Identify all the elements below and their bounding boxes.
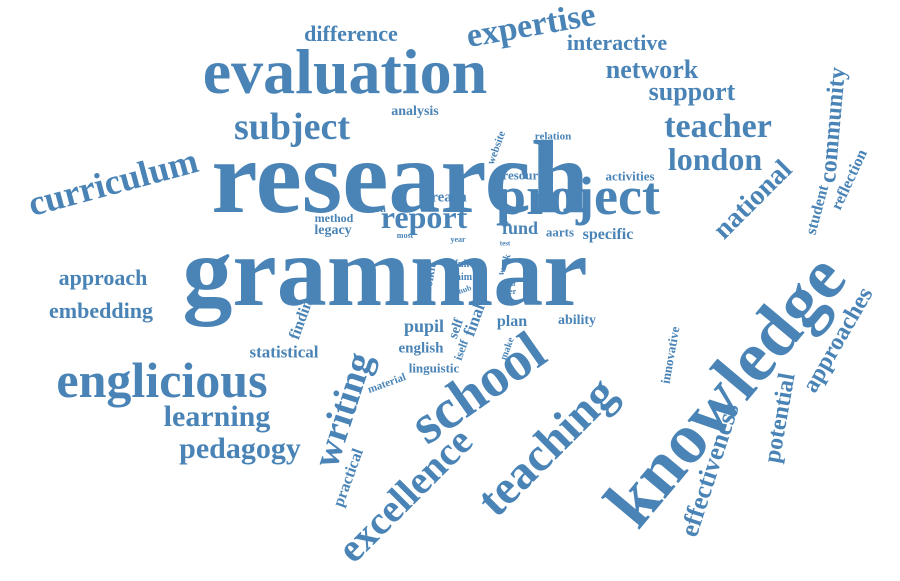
word-community: community [814, 66, 852, 184]
word-evaluation: evaluation [202, 36, 488, 107]
word-activities: activities [605, 168, 655, 184]
word-linguistic: linguistic [408, 360, 460, 376]
word-aarts: aarts [545, 224, 575, 240]
word-report: report [380, 199, 468, 235]
word-subject: subject [233, 106, 351, 148]
word-test: test [499, 239, 511, 248]
word-fund: fund [501, 218, 539, 238]
word-aim: aim [455, 272, 473, 283]
word-ability: ability [557, 313, 597, 328]
word-resource: resource [502, 167, 550, 183]
word-analysis: analysis [391, 104, 439, 119]
word-difference: difference [304, 21, 398, 46]
word-student: student [802, 183, 833, 237]
word-legacy: legacy [314, 223, 352, 238]
word-trial: trial [500, 279, 516, 288]
word-writing: writing [304, 347, 382, 473]
word-innovative: innovative [657, 325, 683, 385]
word-research: research [211, 120, 589, 235]
word-embedding: embedding [49, 298, 153, 323]
word-statistical: statistical [249, 342, 319, 362]
word-relation: relation [534, 130, 572, 143]
word-lesson: lesson [360, 204, 386, 215]
word-learning: learning [163, 400, 271, 433]
word-grammar: grammar [182, 216, 588, 327]
word-london: london [667, 141, 763, 177]
word-pupil: pupil [403, 316, 445, 336]
word-offer: offer [499, 287, 517, 296]
word-reach: reach [431, 189, 467, 206]
word-teacher: teacher [664, 108, 772, 145]
word-approach: approach [58, 265, 148, 290]
word-most: most [396, 231, 414, 240]
word-support: support [648, 77, 736, 106]
word-project: project [496, 166, 660, 226]
word-pedagogy: pedagogy [179, 432, 301, 465]
word-curriculum: curriculum [23, 140, 203, 224]
word-year: year [450, 235, 466, 244]
word-english: english [398, 340, 444, 357]
word-englicious: englicious [56, 352, 268, 408]
word-full: full [454, 259, 470, 270]
word-network: network [605, 55, 699, 84]
word-plan: plan [496, 313, 528, 330]
word-interactive: interactive [566, 30, 668, 55]
word-specific: specific [582, 226, 634, 243]
word-method: method [314, 211, 354, 225]
